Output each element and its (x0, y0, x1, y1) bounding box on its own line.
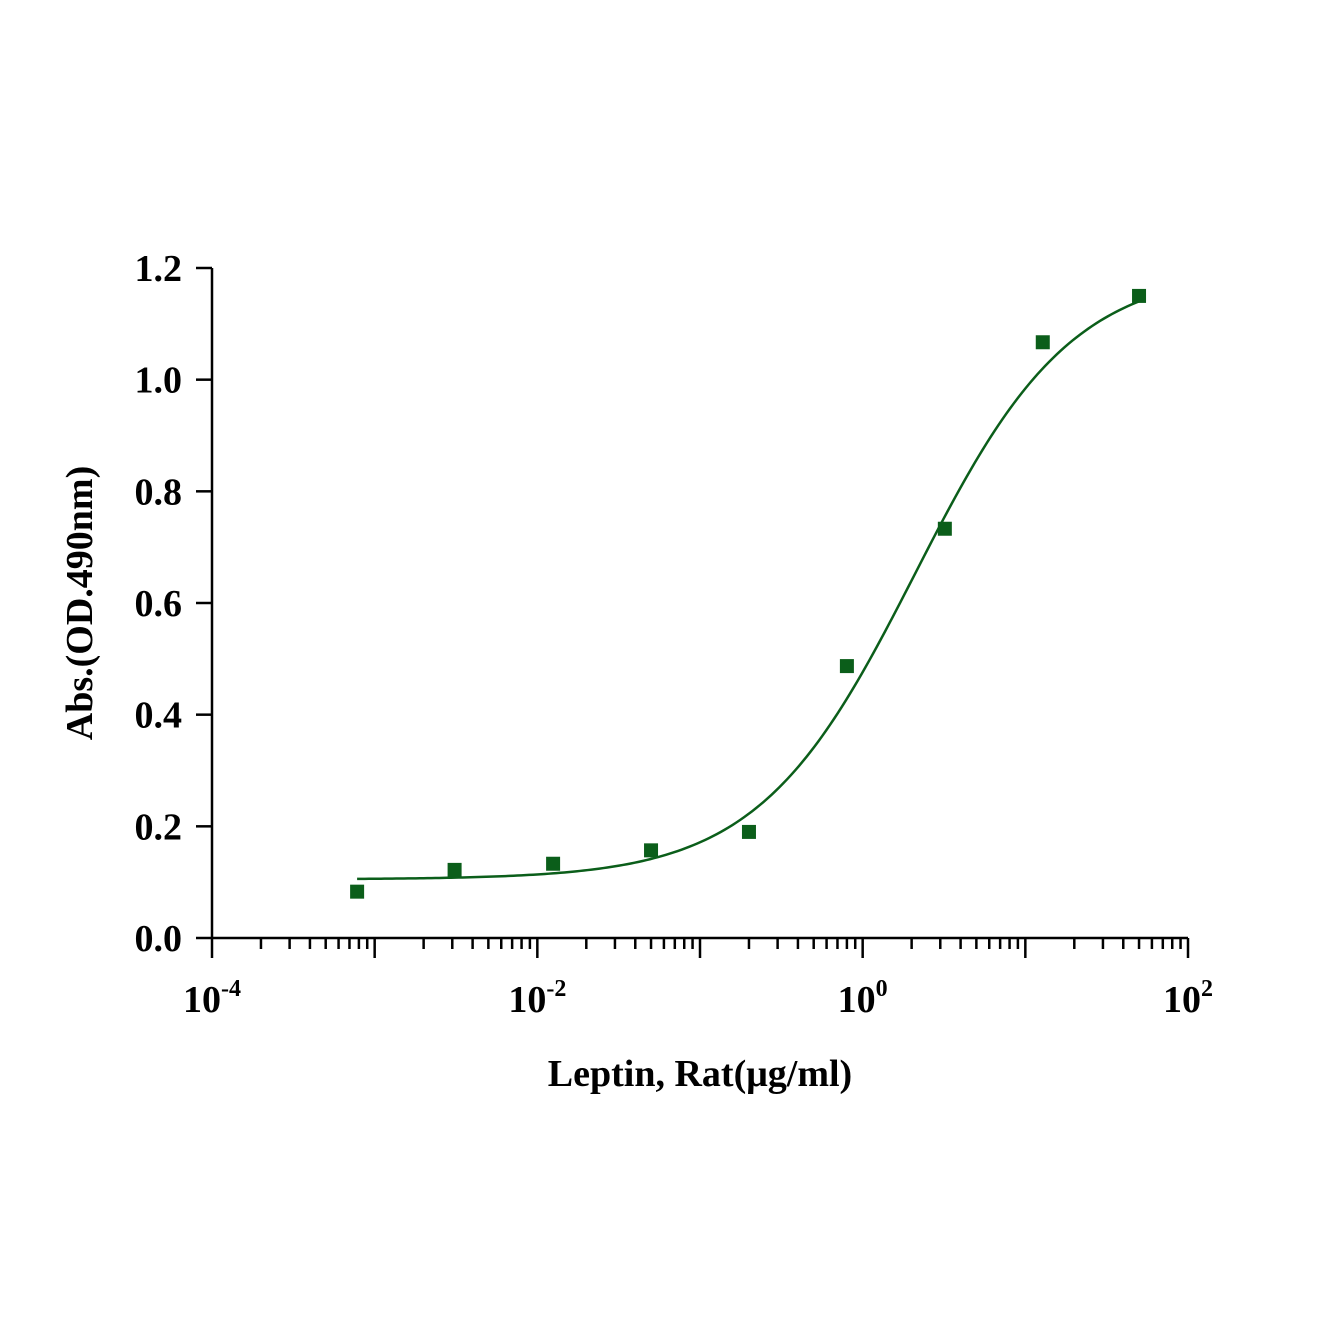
data-point (447, 862, 462, 877)
data-point (350, 884, 365, 899)
y-tick-label: 0.4 (135, 695, 183, 737)
y-axis-title: Abs.(OD.490nm) (59, 466, 101, 740)
x-tick-label: 102 (1163, 976, 1213, 1021)
x-tick-label: 10-2 (508, 976, 566, 1021)
x-tick-label: 100 (838, 976, 888, 1021)
data-point (1035, 335, 1050, 350)
y-tick-label: 1.0 (135, 360, 183, 402)
data-point (839, 659, 854, 674)
tick-labels-group: 0.0 0.2 0.4 0.6 0.8 1.0 1.2 10-4 10-2 100 102 (135, 248, 1214, 1021)
data-point (741, 824, 756, 839)
y-tick-label: 1.2 (135, 248, 183, 290)
data-point (546, 856, 561, 871)
y-tick-label: 0.6 (135, 583, 183, 625)
data-point (937, 521, 952, 536)
data-points-group (350, 288, 1147, 899)
x-tick-label: 10-4 (183, 976, 241, 1021)
x-axis-title: Leptin, Rat(μg/ml) (548, 1053, 852, 1095)
y-tick-label: 0.0 (135, 918, 183, 960)
fit-curve (357, 300, 1140, 881)
y-tick-label: 0.2 (135, 806, 183, 848)
ticks-group (196, 266, 1190, 958)
y-tick-label: 0.8 (135, 471, 183, 513)
data-point (644, 843, 659, 858)
data-point (1132, 288, 1147, 303)
